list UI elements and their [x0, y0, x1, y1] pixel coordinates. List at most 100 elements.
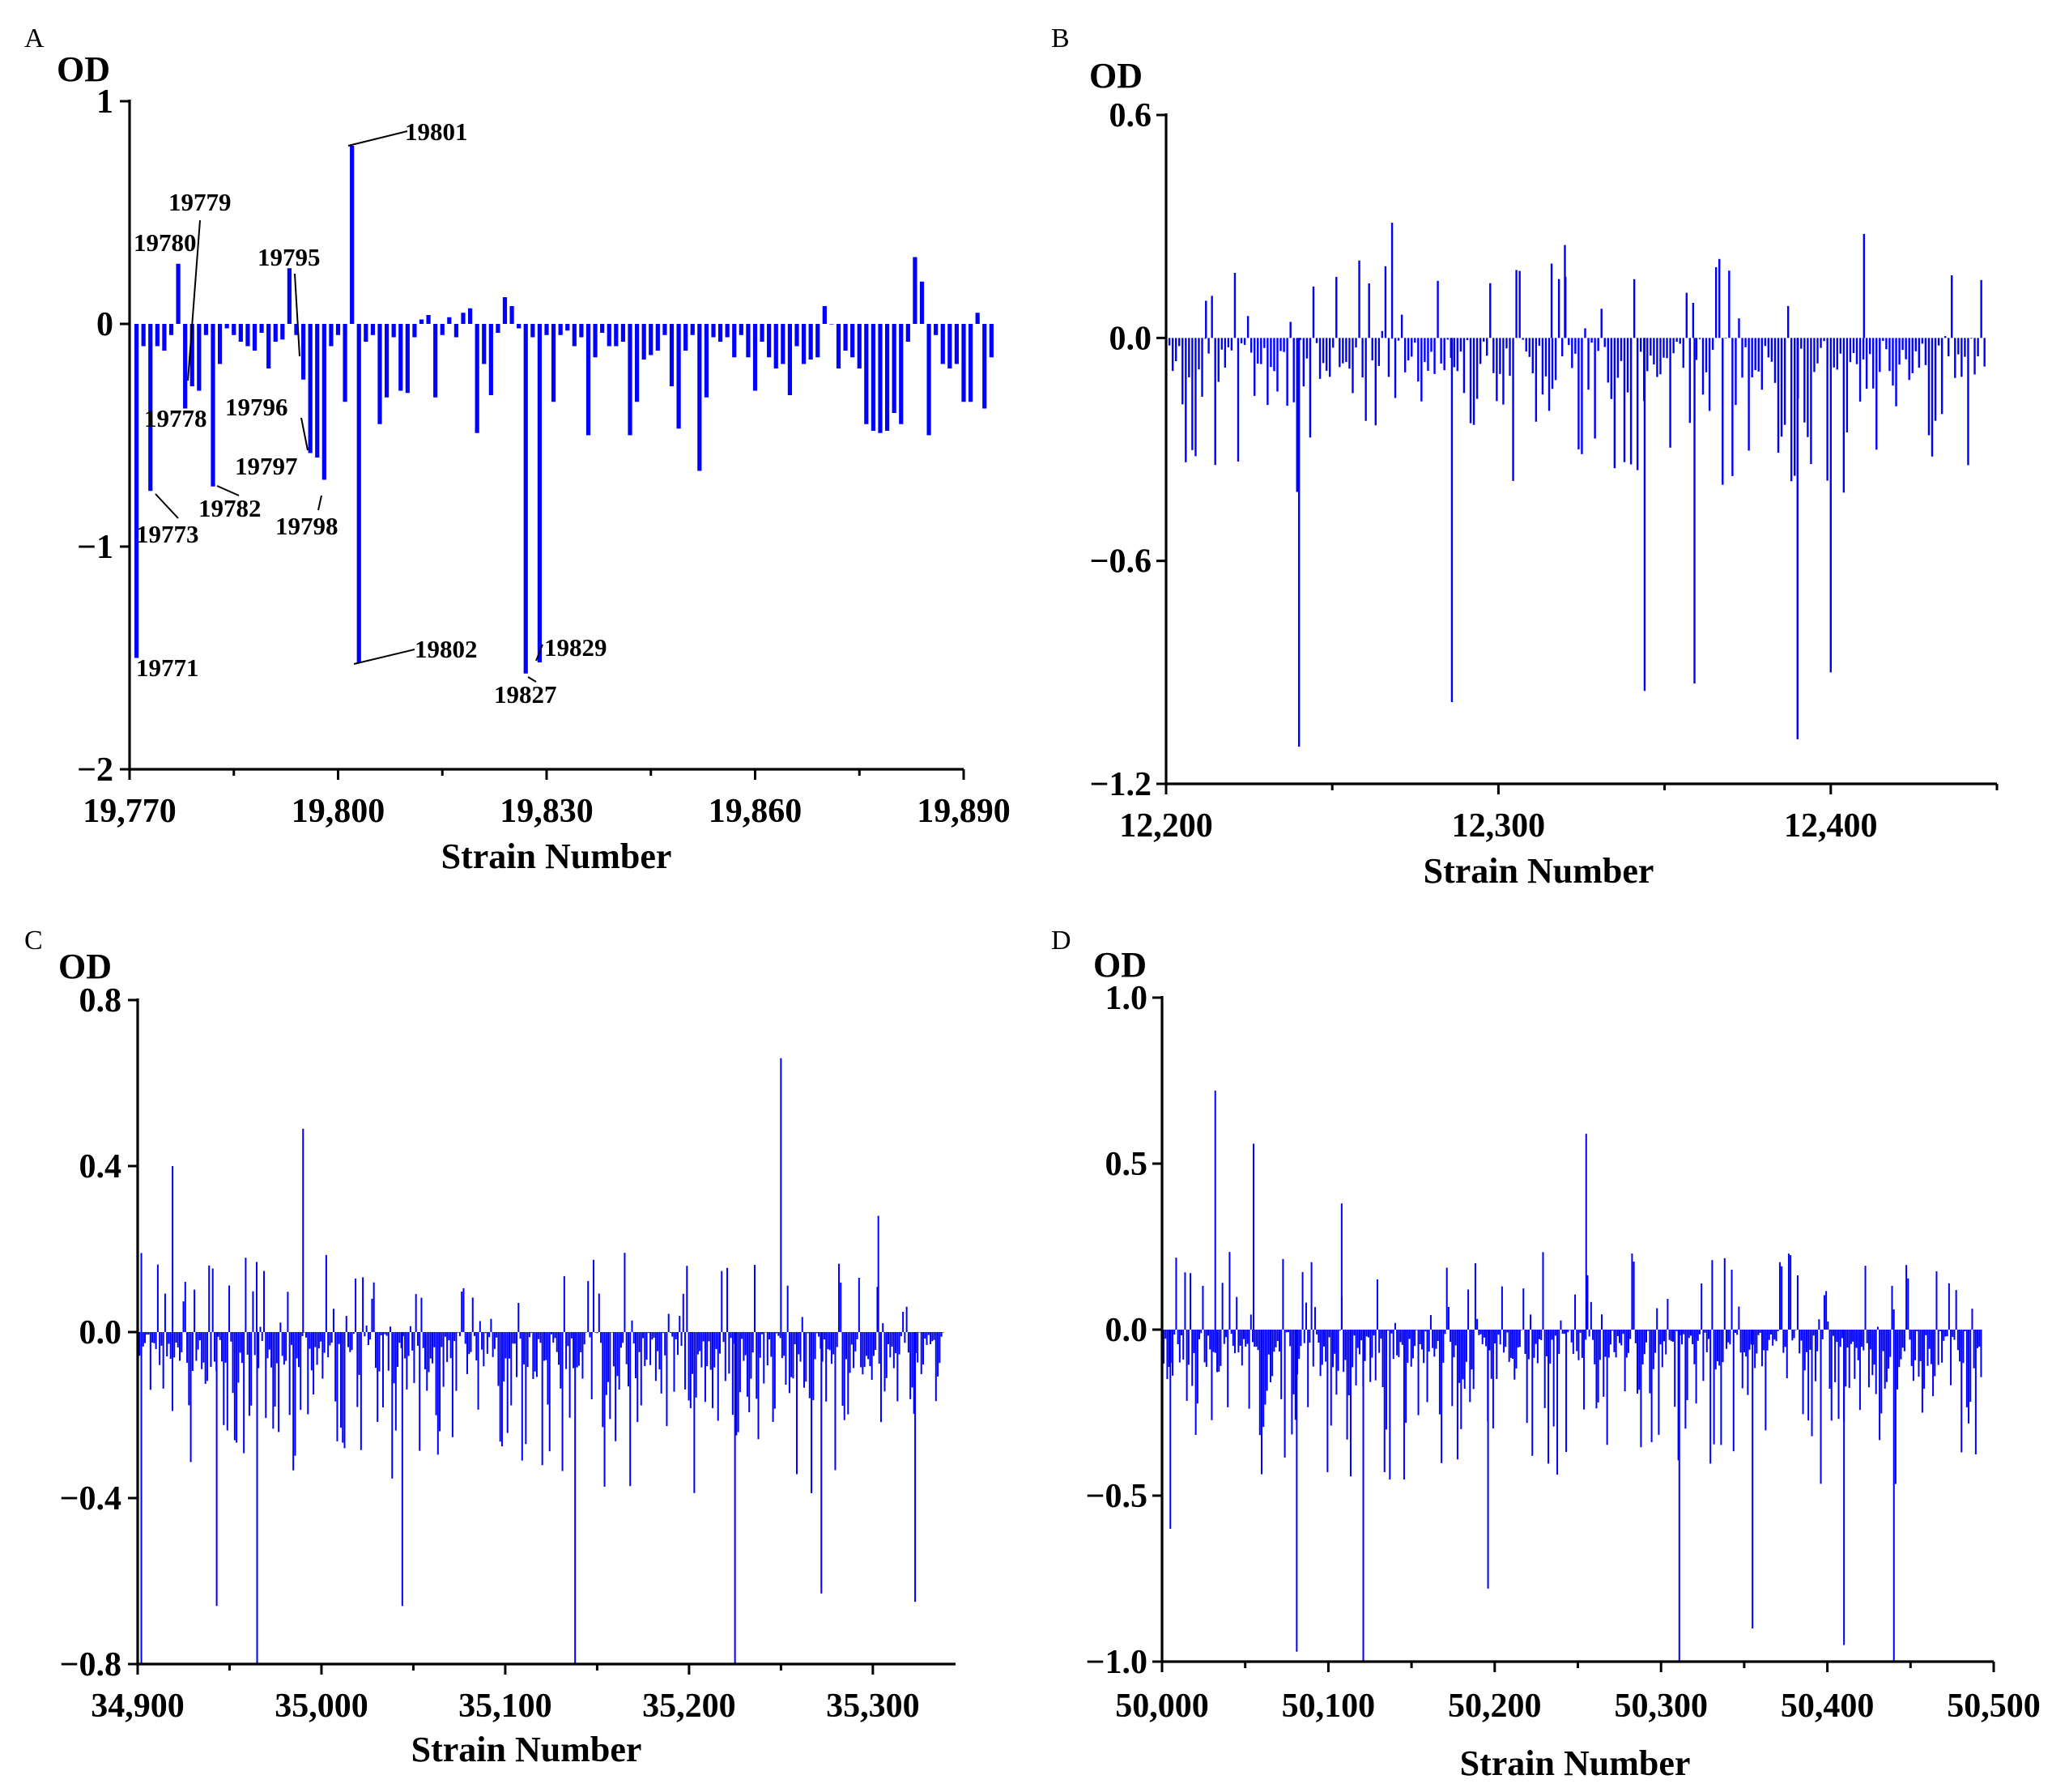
bar-d-166: [1458, 1330, 1461, 1383]
bar-a-106: [871, 324, 876, 431]
bars-a: [134, 146, 994, 674]
bar-a-47: [461, 313, 466, 324]
axes-d: −1.0 −0.5 0.0 0.5 1.0 50,000 50,100 50,200 50,30…: [1086, 980, 2041, 1725]
bar-d-380: [1839, 1330, 1841, 1347]
bar-b-108: [1522, 338, 1524, 340]
bar-c-200: [504, 1332, 507, 1359]
bar-c-110: [339, 1332, 342, 1428]
panel-d: D OD Strain Number −1.0 −0.5 0.0 0.5 1.0 50,0…: [1051, 926, 2041, 1783]
bar-d-14: [1187, 1330, 1190, 1365]
bar-d-263: [1631, 1254, 1633, 1330]
bar-b-196: [1810, 338, 1812, 465]
bar-c-151: [415, 1294, 417, 1332]
bar-b-110: [1528, 338, 1530, 357]
bar-b-252: [1450, 338, 1454, 703]
bar-d-119: [1374, 1330, 1377, 1381]
bar-a-27: [321, 324, 326, 480]
bar-b-175: [1741, 338, 1743, 378]
annotation-label-5: 19782: [198, 494, 262, 522]
y-tick-label-b-2: 0.0: [1109, 320, 1152, 357]
bar-a-29: [335, 324, 341, 335]
axes-c: −0.8 −0.4 0.0 0.4 0.8 34,900 35,000 35,100 35,20…: [60, 982, 956, 1725]
bar-c-379: [832, 1332, 835, 1355]
bar-d-29: [1214, 1330, 1216, 1353]
bar-b-197: [1813, 338, 1816, 372]
bar-b-27: [1257, 338, 1259, 364]
bar-c-21: [177, 1332, 179, 1347]
x-tick-label-c-2: 35,100: [458, 1688, 552, 1725]
bar-d-154: [1437, 1330, 1439, 1342]
bar-c-3: [144, 1332, 147, 1343]
bar-d-281: [1663, 1330, 1666, 1342]
bar-d-26: [1209, 1330, 1211, 1350]
bar-d-469: [1752, 1330, 1754, 1628]
bar-d-286: [1672, 1330, 1674, 1342]
bar-b-137: [1616, 338, 1620, 378]
bar-c-254: [603, 1332, 606, 1488]
bar-b-230: [1921, 338, 1924, 344]
y-axis-title-d: OD: [1093, 945, 1147, 985]
bar-c-37: [206, 1332, 208, 1381]
x-axis-title-c: Strain Number: [411, 1730, 642, 1769]
bar-d-361: [1805, 1330, 1807, 1352]
bar-b-72: [1403, 338, 1407, 372]
bar-b-139: [1623, 338, 1626, 462]
bar-c-8: [153, 1332, 155, 1343]
bar-a-92: [773, 324, 778, 368]
bar-b-234: [1934, 338, 1937, 421]
bar-b-34: [1279, 338, 1282, 351]
bar-c-386: [845, 1332, 848, 1360]
bar-c-391: [854, 1332, 857, 1351]
bar-d-91: [1325, 1330, 1327, 1362]
bar-d-38: [1230, 1330, 1232, 1334]
bar-d-128: [1390, 1330, 1393, 1334]
bar-b-153: [1669, 338, 1671, 448]
bar-d-452: [1968, 1330, 1970, 1424]
bar-c-118: [355, 1278, 357, 1332]
bar-b-131: [1597, 338, 1599, 351]
bar-d-354: [1793, 1330, 1795, 1339]
bar-d-400: [1875, 1330, 1877, 1394]
bar-d-152: [1433, 1330, 1436, 1357]
bar-b-254: [1643, 338, 1646, 692]
bar-c-1: [140, 1253, 143, 1332]
bar-d-85: [1313, 1307, 1316, 1330]
bar-d-149: [1428, 1330, 1430, 1352]
bar-b-160: [1692, 303, 1695, 338]
bar-b-177: [1748, 338, 1750, 451]
bar-d-195: [1509, 1330, 1512, 1358]
bar-d-165: [1456, 1330, 1458, 1460]
bar-d-124: [1383, 1330, 1386, 1472]
bar-d-439: [1944, 1330, 1947, 1337]
bar-a-16: [245, 324, 250, 347]
bar-a-83: [711, 324, 716, 338]
bar-b-65: [1381, 330, 1384, 338]
bar-d-260: [1625, 1330, 1628, 1358]
bar-b-99: [1492, 338, 1495, 373]
bar-c-215: [532, 1332, 534, 1380]
bar-c-362: [801, 1317, 803, 1332]
bar-c-197: [499, 1332, 501, 1442]
bar-c-396: [863, 1332, 866, 1368]
bar-d-456: [1974, 1330, 1977, 1455]
bar-c-62: [252, 1291, 254, 1332]
bar-c-220: [541, 1332, 543, 1466]
bar-c-275: [642, 1332, 645, 1339]
bar-a-79: [683, 324, 688, 351]
bar-b-126: [1581, 338, 1583, 454]
bar-c-309: [704, 1332, 706, 1403]
bar-d-54: [1258, 1330, 1261, 1436]
bar-b-93: [1472, 338, 1475, 425]
bar-b-174: [1738, 318, 1740, 338]
bar-d-220: [1554, 1330, 1556, 1336]
bar-b-151: [1662, 338, 1665, 358]
bar-d-5: [1172, 1330, 1174, 1376]
bar-b-39: [1296, 338, 1298, 492]
bar-c-88: [300, 1332, 302, 1411]
bar-c-253: [602, 1332, 604, 1428]
bar-c-421: [909, 1332, 912, 1399]
bar-c-414: [896, 1332, 899, 1402]
bar-b-115: [1544, 338, 1548, 377]
bar-b-2: [1174, 338, 1177, 362]
bar-a-49: [475, 324, 479, 433]
